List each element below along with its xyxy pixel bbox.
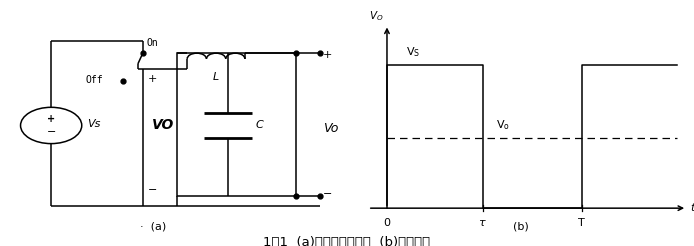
Text: T: T	[578, 218, 585, 228]
Text: Off: Off	[85, 75, 103, 85]
Text: On: On	[146, 38, 158, 48]
Text: V$_\mathregular{S}$: V$_\mathregular{S}$	[406, 45, 421, 59]
Text: V$_\mathregular{o}$: V$_\mathregular{o}$	[496, 118, 509, 132]
Text: +: +	[148, 74, 158, 84]
Text: Vs: Vs	[87, 120, 100, 129]
Text: (b): (b)	[513, 221, 528, 231]
Text: 0: 0	[384, 218, 391, 228]
Text: −: −	[323, 189, 332, 199]
Text: 1．1  (a)开关电源原理图  (b)输出波形: 1．1 (a)开关电源原理图 (b)输出波形	[264, 236, 430, 246]
Text: C: C	[255, 121, 263, 130]
Text: +: +	[47, 114, 56, 124]
Text: +: +	[323, 50, 332, 60]
Text: $V_O$: $V_O$	[369, 9, 384, 23]
Text: −: −	[148, 185, 158, 195]
Text: t: t	[691, 203, 694, 213]
Bar	[177, 53, 296, 196]
Text: ·  (a): · (a)	[139, 221, 166, 231]
Text: $\tau$: $\tau$	[478, 218, 487, 228]
Text: −: −	[46, 127, 56, 137]
Text: Vo: Vo	[323, 122, 339, 135]
Text: VO: VO	[151, 119, 174, 132]
Text: L: L	[213, 72, 219, 82]
